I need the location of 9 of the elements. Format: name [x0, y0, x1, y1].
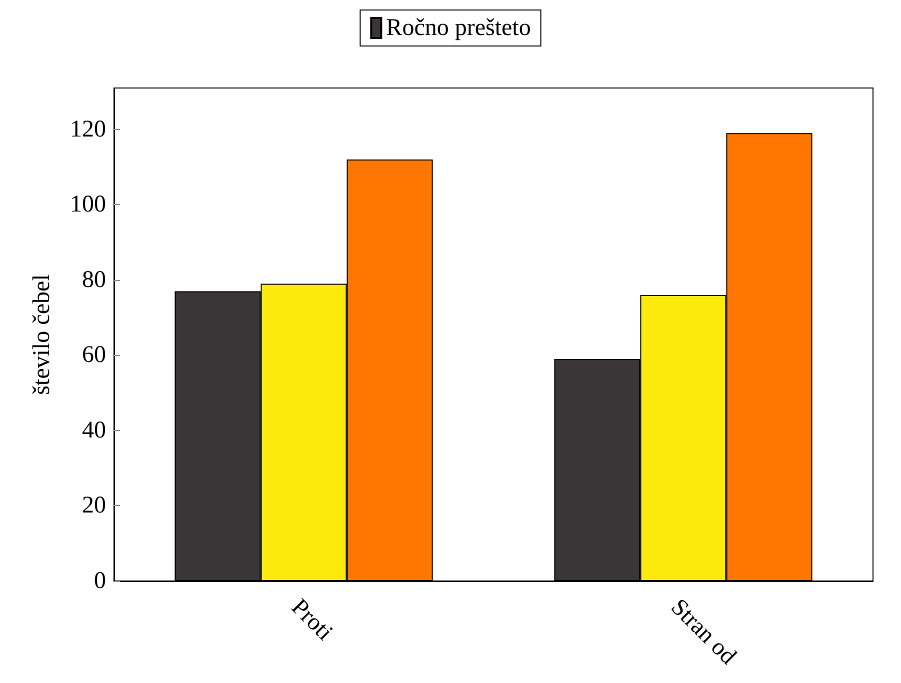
- y-tick-label: 120: [70, 116, 106, 142]
- y-tick-label: 20: [82, 492, 106, 519]
- y-tick-label: 60: [82, 342, 106, 368]
- y-tick-label: 0: [94, 568, 106, 594]
- y-axis-title: število čebel: [29, 274, 55, 395]
- y-tick-label: 80: [82, 266, 106, 293]
- legend-label: Ročno prešteto: [386, 15, 531, 41]
- y-tick-label: 100: [70, 192, 106, 218]
- y-tick-label: 40: [82, 417, 106, 444]
